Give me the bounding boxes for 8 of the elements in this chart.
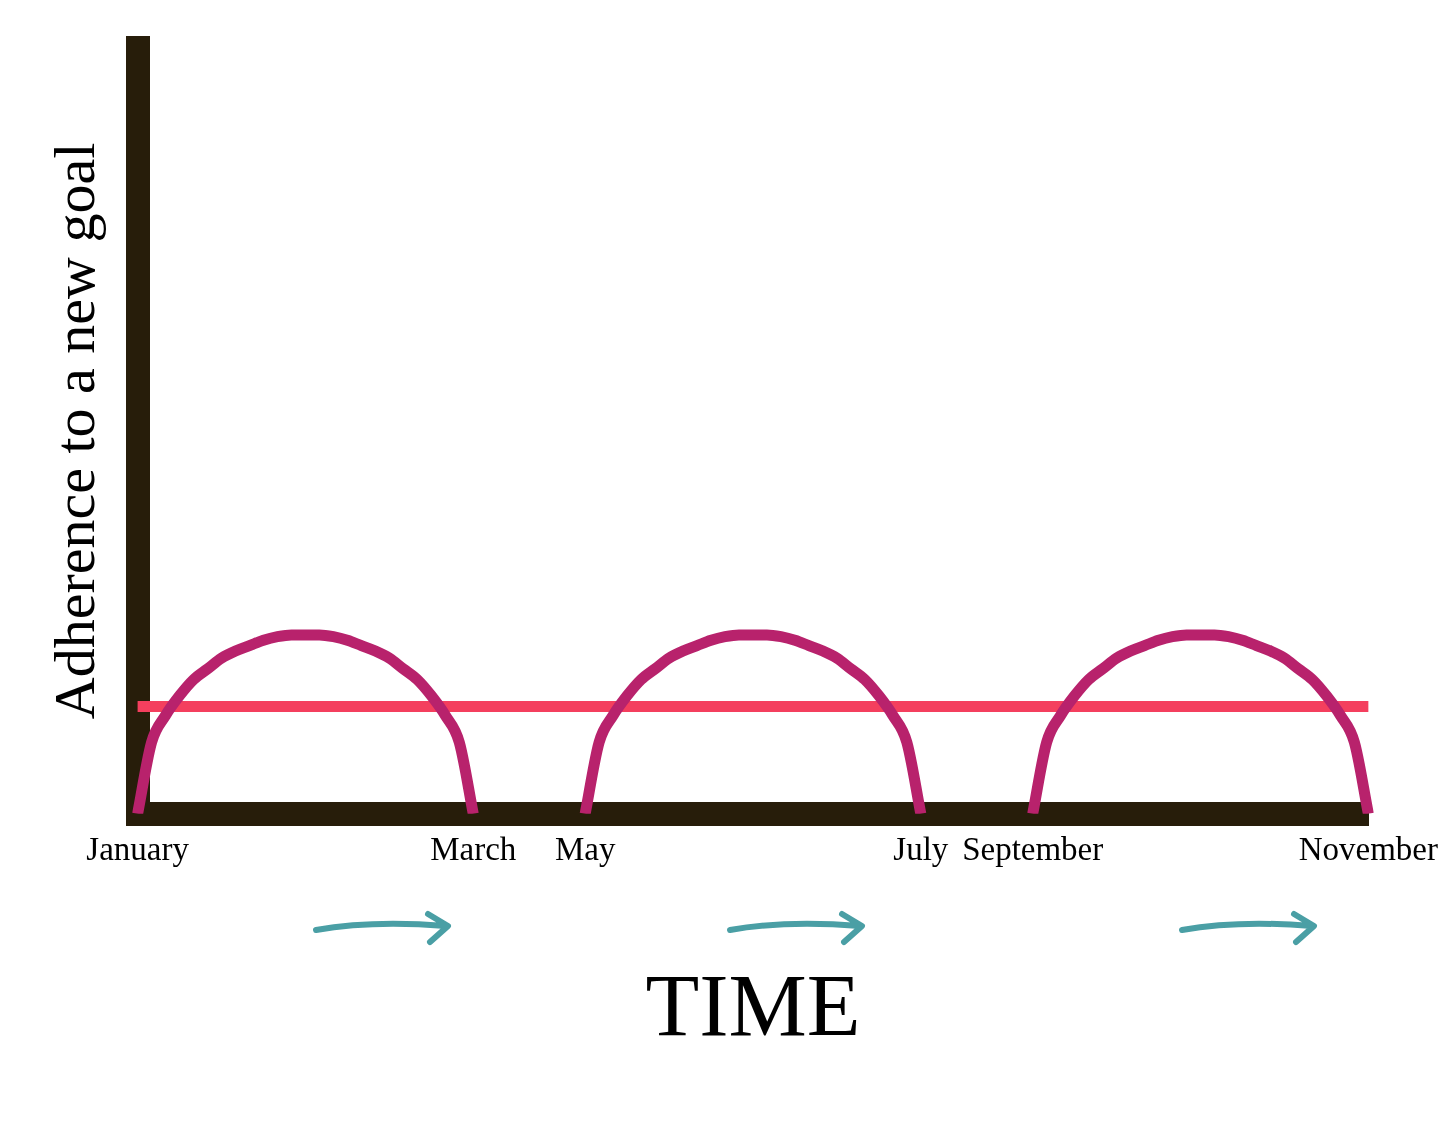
x-tick-label: November: [1298, 831, 1439, 868]
x-tick-label: March: [430, 831, 517, 868]
x-tick-label: September: [962, 831, 1104, 868]
y-axis-title: Adherence to a new goal: [42, 142, 108, 720]
x-tick-label: January: [86, 831, 190, 868]
x-axis-title: TIME: [645, 957, 861, 1055]
x-tick-label: July: [893, 831, 949, 868]
x-tick-label: May: [554, 831, 616, 868]
